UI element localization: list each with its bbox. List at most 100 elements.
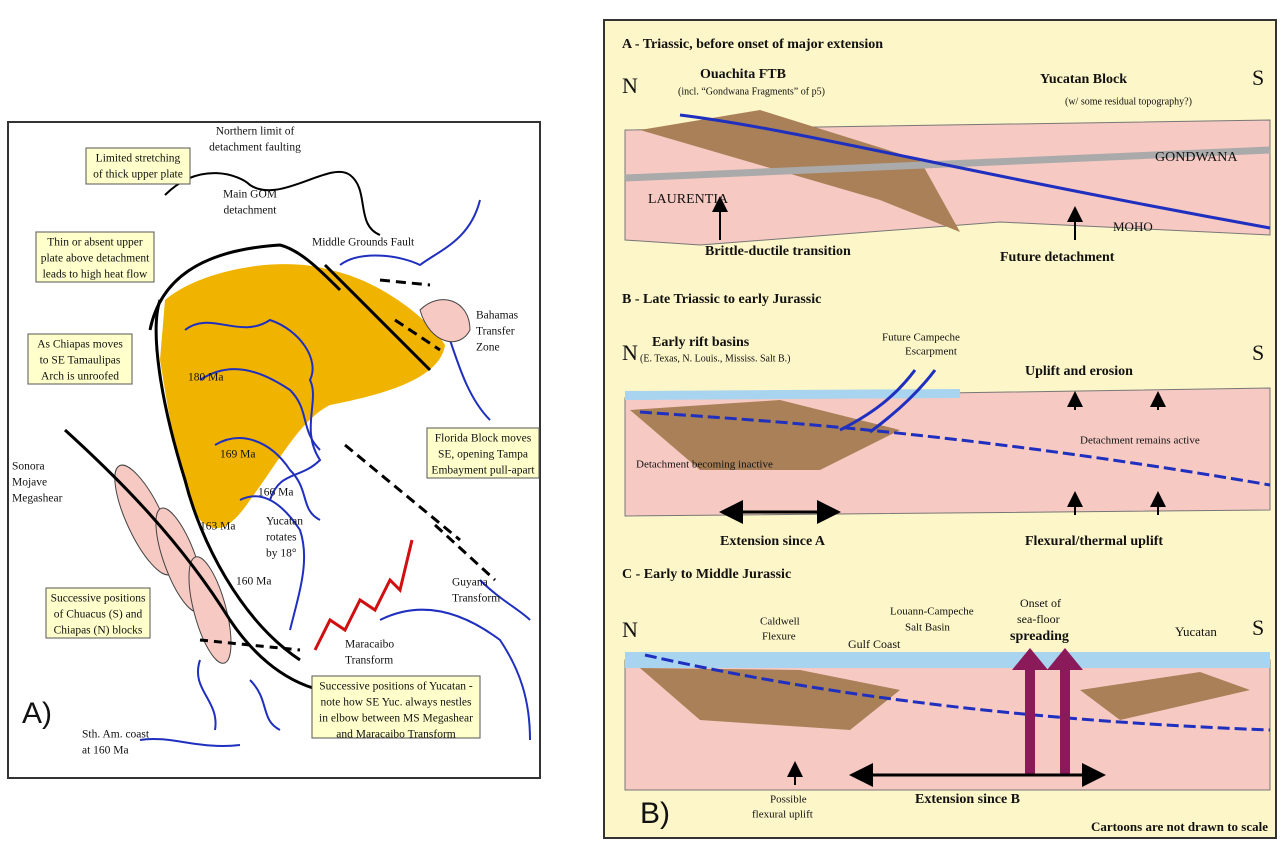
detachment xyxy=(679,113,1271,230)
label: Extension since B xyxy=(915,792,1020,807)
label: Future detachment xyxy=(1000,250,1115,265)
label: Ouachita FTB xyxy=(700,67,786,82)
label: Zone xyxy=(476,342,500,354)
label: Early rift basins xyxy=(652,335,750,350)
label: to SE Tamaulipas xyxy=(40,355,121,367)
spreading-arrows xyxy=(1012,648,1083,775)
panel-label: B) xyxy=(640,797,670,830)
label: Flexure xyxy=(762,631,796,643)
label: Sth. Am. coast xyxy=(82,729,150,741)
panel-b xyxy=(603,19,1277,839)
label: Possible xyxy=(770,794,807,806)
label: Main GOM xyxy=(223,189,277,201)
label: rotates xyxy=(266,532,297,544)
label: Successive positions xyxy=(51,593,146,605)
label: Louann-Campeche xyxy=(890,606,974,618)
label: (w/ some residual topography?) xyxy=(1065,96,1192,107)
label: spreading xyxy=(1010,629,1069,644)
panel-a xyxy=(7,121,541,779)
label: 160 Ma xyxy=(236,576,271,588)
label: Flexural/thermal uplift xyxy=(1025,534,1163,549)
label: Middle Grounds Fault xyxy=(312,237,415,249)
label: in elbow between MS Megashear xyxy=(319,713,473,725)
coastlines xyxy=(139,199,531,747)
label: Transform xyxy=(452,593,500,605)
label: of thick upper plate xyxy=(93,169,183,181)
label: Brittle-ductile transition xyxy=(705,244,851,259)
label: detachment xyxy=(223,205,277,217)
label: Future Campeche xyxy=(882,332,960,344)
sea xyxy=(625,389,960,400)
label: Salt Basin xyxy=(905,622,950,634)
label: Embayment pull-apart xyxy=(431,465,535,477)
label: and Maracaibo Transform xyxy=(336,729,456,741)
label: detachment faulting xyxy=(209,142,301,154)
faults xyxy=(839,369,937,434)
label: 180 Ma xyxy=(188,372,223,384)
label: Transform xyxy=(345,655,393,667)
label: Yucatan xyxy=(266,516,303,528)
label: Gulf Coast xyxy=(848,637,901,651)
label: Megashear xyxy=(12,493,63,505)
label: Northern limit of xyxy=(216,126,295,138)
label: 169 Ma xyxy=(220,449,255,461)
note-boxes xyxy=(27,147,540,739)
heat-flow-area xyxy=(160,264,445,529)
section-title: C - Early to Middle Jurassic xyxy=(622,567,791,582)
label: Escarpment xyxy=(905,346,957,358)
label: Limited stretching xyxy=(96,153,181,165)
basin-fill xyxy=(640,668,1250,730)
label: Transfer xyxy=(476,326,515,338)
label: by 18° xyxy=(266,548,297,560)
label: Florida Block moves xyxy=(435,433,532,445)
label: plate above detachment xyxy=(41,253,150,265)
label: Uplift and erosion xyxy=(1025,364,1133,379)
detachment xyxy=(644,653,1271,732)
label: Yucatan Block xyxy=(1040,72,1127,87)
label: Sonora xyxy=(12,461,45,473)
label: Arch is unroofed xyxy=(41,371,119,383)
label: note how SE Yuc. always nestles xyxy=(321,697,472,709)
label: MOHO xyxy=(1113,219,1153,234)
label: 163 Ma xyxy=(200,521,235,533)
label: (E. Texas, N. Louis., Mississ. Salt B.) xyxy=(640,353,791,364)
label: S xyxy=(1252,615,1264,640)
label: SE, opening Tampa xyxy=(438,449,528,461)
faults xyxy=(63,170,497,692)
label: Yucatan xyxy=(1175,624,1217,639)
arrows xyxy=(712,196,1166,787)
label: Detachment remains active xyxy=(1080,435,1200,447)
label: Maracaibo xyxy=(345,639,394,651)
label: flexural uplift xyxy=(752,809,813,821)
section-title: A - Triassic, before onset of major exte… xyxy=(622,37,883,52)
detachment xyxy=(639,410,1271,487)
label: N xyxy=(622,340,638,365)
label: S xyxy=(1252,65,1264,90)
label: (incl. “Gondwana Fragments” of p5) xyxy=(678,86,825,97)
label: Extension since A xyxy=(720,534,826,549)
label: Detachment becoming inactive xyxy=(636,459,773,471)
label: leads to high heat flow xyxy=(43,269,148,281)
panel-label: A) xyxy=(22,697,52,730)
label: LAURENTIA xyxy=(648,192,729,207)
label: Thin or absent upper xyxy=(47,237,143,249)
labels: A) Northern limit of detachment faulting Li… xyxy=(12,37,1268,834)
label: N xyxy=(622,73,638,98)
label: of Chuacus (S) and xyxy=(54,609,143,621)
label: N xyxy=(622,617,638,642)
label: sea-floor xyxy=(1017,612,1060,626)
label: Successive positions of Yucatan - xyxy=(319,681,473,693)
label: Chiapas (N) blocks xyxy=(54,625,143,637)
label: at 160 Ma xyxy=(82,745,129,757)
sea xyxy=(625,652,1270,668)
note: Cartoons are not drawn to scale xyxy=(1091,819,1268,834)
label: Guyana xyxy=(452,577,488,589)
label: As Chiapas moves xyxy=(37,339,123,351)
section-title: B - Late Triassic to early Jurassic xyxy=(622,292,821,307)
label: GONDWANA xyxy=(1155,150,1238,165)
label: Caldwell xyxy=(760,616,800,628)
label: S xyxy=(1252,340,1264,365)
label: Bahamas xyxy=(476,310,519,322)
label: 166 Ma xyxy=(258,487,293,499)
